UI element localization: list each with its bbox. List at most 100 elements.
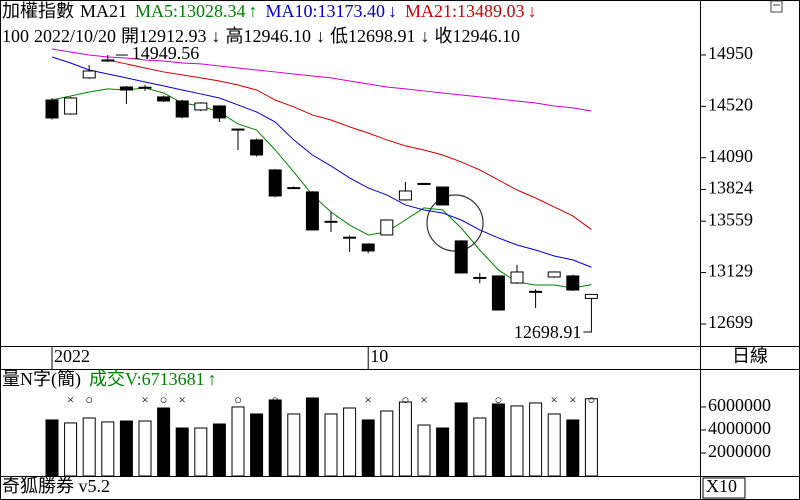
candle-body — [194, 102, 208, 111]
candle-body — [380, 219, 394, 236]
x-tick-label: 2022 — [54, 346, 90, 366]
signal: × — [67, 392, 74, 407]
volume-header: 量N字(簡) 成交V:6713681 ↑ — [2, 369, 217, 390]
volume-bar — [231, 406, 245, 477]
signal: × — [551, 392, 558, 407]
volume-bar — [82, 417, 96, 477]
volume-bar — [529, 402, 543, 477]
candle-body — [584, 293, 598, 299]
signal: × — [569, 392, 576, 407]
candle-body — [250, 139, 264, 156]
ma-line — [51, 56, 592, 268]
zoom-box[interactable] — [702, 477, 746, 499]
ma-line — [107, 59, 592, 230]
candle-body — [45, 99, 59, 119]
volume-tick-label: 2000000 — [708, 441, 771, 461]
info-item: ↓ — [421, 26, 430, 46]
low-pointer — [583, 323, 592, 333]
volume-bar — [119, 420, 133, 477]
ma-line — [51, 48, 592, 112]
candle-body — [157, 96, 171, 102]
legend-arrow: ↓ — [528, 1, 537, 21]
volume-bar — [343, 407, 357, 477]
candle-body — [343, 236, 357, 239]
volume-bar — [324, 413, 338, 477]
high-label: 14949.56 — [132, 43, 200, 63]
volume-bar — [45, 419, 59, 477]
info-item: ↓ — [316, 26, 325, 46]
volume-bar — [101, 421, 115, 477]
candle-body — [566, 275, 580, 291]
volume-bar — [436, 427, 450, 477]
volume-bar — [175, 427, 189, 477]
title: 加權指數 — [2, 1, 74, 21]
volume-bar — [212, 423, 226, 477]
info-item: 100 — [2, 26, 29, 46]
y-tick-label: 14520 — [708, 94, 753, 114]
zoom-label[interactable]: X10 — [706, 476, 737, 496]
legend-arrow: ↑ — [249, 1, 258, 21]
y-tick-label: 13129 — [708, 261, 753, 281]
candle-body — [324, 220, 338, 223]
candle-body — [491, 275, 505, 311]
volume-bar — [194, 427, 208, 477]
window-icon[interactable] — [770, 0, 783, 13]
candle-body — [175, 100, 189, 118]
info-line: 100 2022/10/20 開12912.93 ↓ 高12946.10 ↓ 低12698.… — [2, 26, 520, 46]
candle-body — [101, 59, 115, 62]
footer: 奇狐勝券 v5.2 — [2, 476, 110, 496]
indicator: MA21 — [80, 1, 127, 21]
volume-arrow: ↑ — [208, 369, 217, 389]
volume-bar — [491, 403, 505, 477]
volume-bar — [64, 422, 78, 477]
candle-body — [138, 86, 152, 89]
volume-bar — [454, 402, 468, 477]
candle-body — [305, 191, 319, 231]
volume-label: 成交V:6713681 — [89, 369, 205, 389]
volume-bar — [361, 419, 375, 477]
signal: ○ — [234, 392, 242, 407]
signal: ○ — [401, 392, 409, 407]
signal: × — [420, 392, 427, 407]
candle-body — [64, 97, 78, 115]
signal: ○ — [160, 392, 168, 407]
volume-bar — [584, 398, 598, 477]
candle-body — [212, 105, 226, 119]
volume-bar — [250, 413, 264, 477]
candle-body — [510, 271, 524, 284]
signal: × — [365, 392, 372, 407]
volume-bar — [138, 420, 152, 477]
volume-bar — [473, 417, 487, 477]
volume-title: 量N字(簡) — [2, 369, 81, 390]
legend-entry: MA10:13173.40 — [266, 1, 386, 21]
volume-bar — [398, 401, 412, 477]
y-tick-label: 14950 — [708, 43, 753, 63]
y-tick-label: 14090 — [708, 146, 753, 166]
signal: × — [141, 392, 148, 407]
volume-bar — [510, 405, 524, 477]
candle-body — [287, 187, 301, 190]
y-tick-label: 13824 — [708, 178, 753, 198]
legend-entry: MA21:13489.03 — [405, 1, 525, 21]
volume-bar — [287, 413, 301, 477]
candle-body — [398, 190, 412, 201]
y-tick-label: 13559 — [708, 209, 753, 229]
candle-body — [361, 243, 375, 252]
signal: ○ — [271, 392, 279, 407]
period-label: 日線 — [732, 346, 768, 366]
candle-body — [82, 70, 96, 79]
candle-body — [417, 182, 431, 185]
low-label: 12698.91 — [514, 322, 582, 342]
header-line: 加權指數 MA21 MA5:13028.34 ↑ MA10:13173.40 ↓ MA21:… — [2, 1, 537, 21]
volume-bar — [157, 407, 171, 477]
info-item: 2022/10/20 — [34, 26, 116, 46]
info-item: 低12698.91 — [330, 26, 416, 46]
volume-bar — [380, 410, 394, 477]
info-item: ↓ — [212, 26, 221, 46]
candle-body — [268, 169, 282, 197]
volume-bar — [547, 413, 561, 477]
volume-bar — [268, 399, 282, 477]
signal: ○ — [85, 392, 93, 407]
candle-body — [529, 290, 543, 293]
volume-tick-label: 4000000 — [708, 418, 771, 438]
